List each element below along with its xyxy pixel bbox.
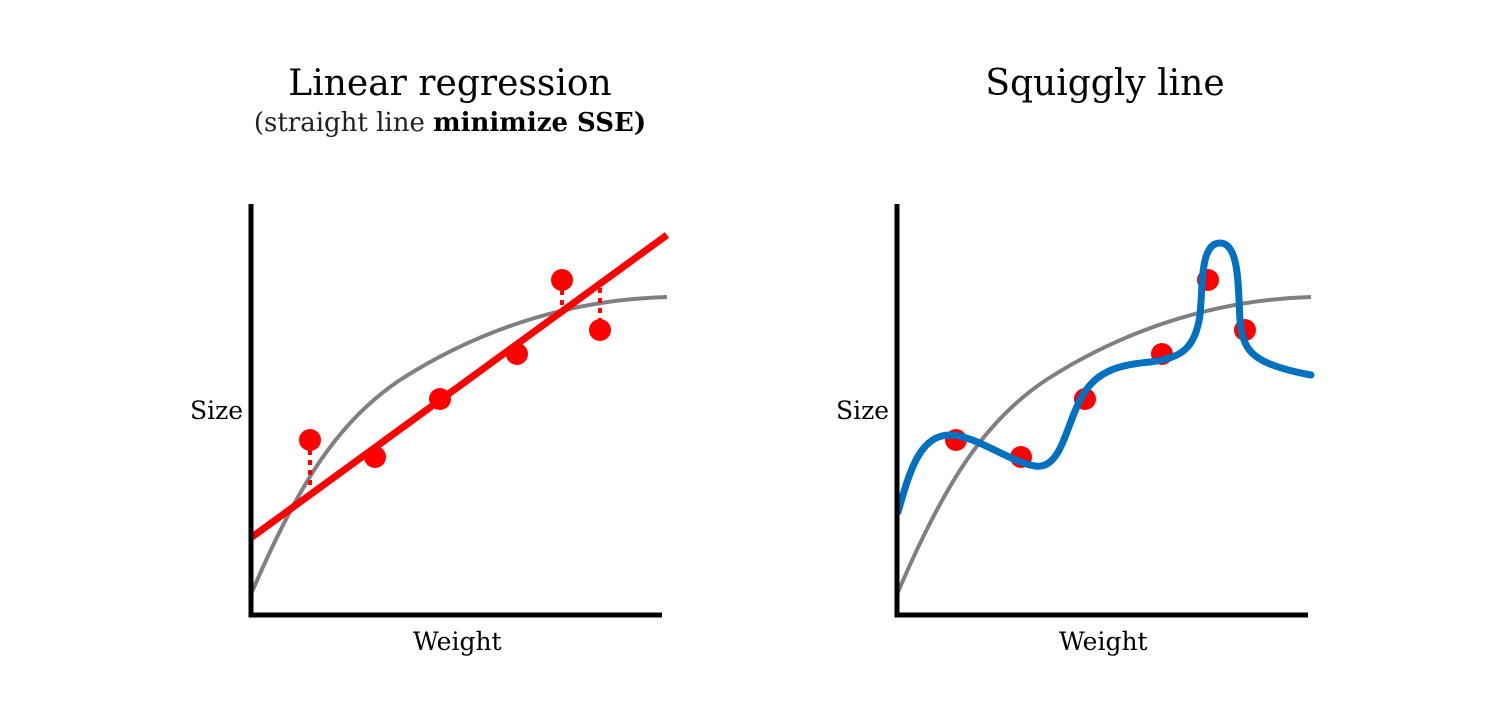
left-subtitle: (straight line minimize SSE) (220, 108, 680, 138)
right-true-curve (896, 295, 1312, 593)
right-panel (894, 204, 1315, 618)
left-subtitle-bold: minimize SSE) (433, 108, 647, 138)
left-axes (248, 204, 662, 618)
left-point-3 (429, 388, 451, 410)
left-ylabel: Size (190, 396, 244, 425)
left-point-1 (299, 429, 321, 451)
right-xlabel: Weight (1059, 627, 1148, 656)
left-point-6 (589, 319, 611, 341)
left-subtitle-plain: (straight line (253, 108, 434, 138)
left-point-2 (364, 446, 386, 468)
right-ylabel: Size (836, 396, 890, 425)
left-linear-fit (249, 232, 670, 540)
right-squiggly-line (894, 239, 1315, 516)
right-axes (894, 204, 1308, 618)
right-title: Squiggly line (985, 63, 1225, 104)
left-xlabel: Weight (413, 627, 502, 656)
left-point-4 (506, 343, 528, 365)
left-title: Linear regression (288, 63, 612, 104)
left-point-5 (551, 269, 573, 291)
left-panel (248, 204, 670, 618)
